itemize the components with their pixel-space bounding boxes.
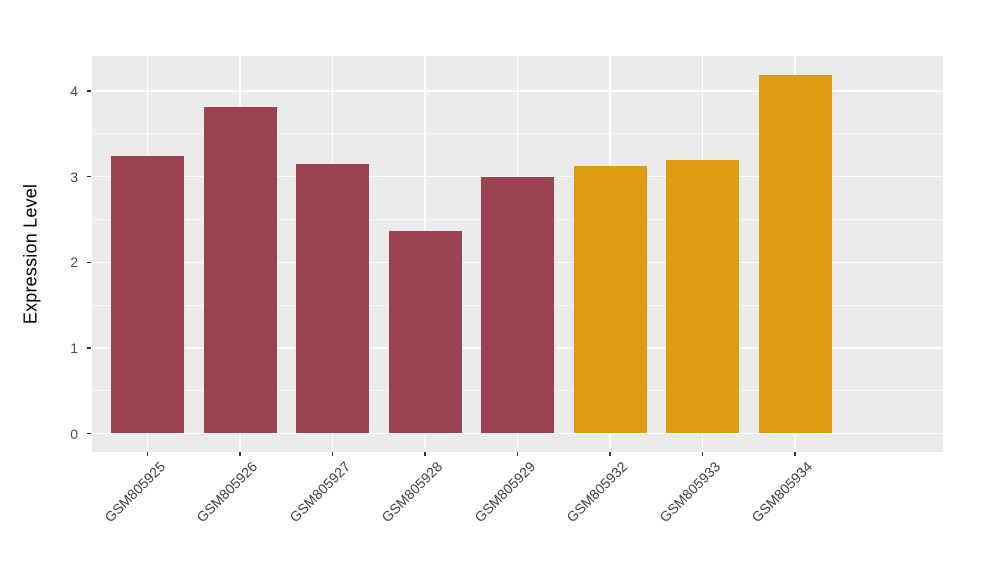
y-tick-mark — [87, 176, 91, 178]
bar-GSM805932 — [573, 165, 647, 434]
bar-GSM805934 — [758, 74, 832, 434]
y-tick-mark — [87, 432, 91, 435]
x-tick-label-GSM805929: GSM805929 — [471, 458, 539, 526]
x-tick-mark — [701, 452, 704, 456]
y-tick-mark — [87, 261, 91, 263]
x-tick-label-GSM805933: GSM805933 — [656, 458, 724, 526]
bar-GSM805926 — [203, 106, 277, 434]
bar-GSM805933 — [666, 159, 739, 434]
x-tick-mark — [331, 452, 334, 456]
y-tick-label: 2 — [70, 254, 78, 271]
x-tick-label-GSM805928: GSM805928 — [378, 458, 446, 526]
x-tick-mark — [609, 452, 611, 456]
x-tick-mark — [516, 452, 519, 456]
y-axis-title: Expression Level — [20, 183, 41, 325]
bar-GSM805929 — [481, 176, 554, 434]
y-tick-label: 3 — [70, 168, 78, 185]
x-tick-label-GSM805927: GSM805927 — [286, 458, 354, 526]
x-tick-label-GSM805934: GSM805934 — [748, 458, 816, 526]
bar-GSM805925 — [111, 156, 184, 434]
x-tick-mark — [424, 452, 426, 456]
x-tick-mark — [794, 452, 796, 456]
x-tick-label-GSM805932: GSM805932 — [563, 458, 631, 526]
y-tick-mark — [87, 347, 91, 349]
x-tick-label-GSM805925: GSM805925 — [101, 458, 169, 526]
plot-panel — [92, 56, 943, 452]
y-tick-mark — [87, 90, 91, 92]
x-tick-label-GSM805926: GSM805926 — [193, 458, 261, 526]
x-tick-mark — [239, 452, 241, 456]
x-tick-mark — [146, 452, 149, 456]
y-tick-label: 0 — [70, 425, 78, 442]
y-tick-label: 4 — [70, 83, 78, 100]
y-tick-label: 1 — [70, 339, 78, 356]
bar-GSM805927 — [296, 163, 369, 434]
bar-GSM805928 — [388, 231, 462, 434]
